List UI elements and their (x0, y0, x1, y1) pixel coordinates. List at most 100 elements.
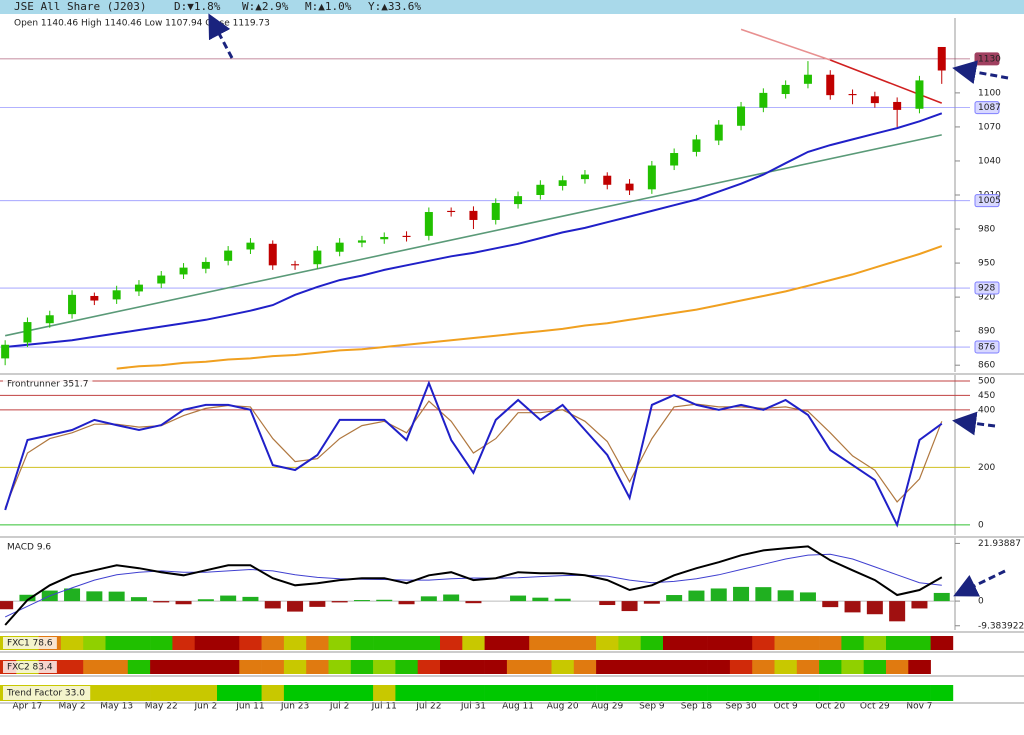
heat-cell (150, 685, 173, 701)
heat-cell (150, 660, 173, 674)
candle-body (157, 275, 166, 284)
histogram-bar (153, 601, 170, 603)
trendline (740, 28, 831, 61)
heat-cell (863, 685, 887, 701)
level-badge (974, 101, 1000, 115)
histogram-bar (866, 601, 883, 615)
heat-cell (908, 636, 931, 650)
heat-cell (596, 660, 619, 674)
histogram-bar (688, 590, 705, 602)
x-tick-label: Jun 23 (280, 702, 309, 712)
indicator-line (4, 380, 943, 528)
heat-cell (373, 685, 396, 701)
y-tick-label: 0 (978, 597, 984, 607)
candle-body (603, 175, 612, 185)
candle-body (23, 322, 32, 343)
y-tick-label: 920 (978, 293, 995, 303)
heat-cell (529, 636, 552, 650)
heat-cell (239, 636, 262, 650)
candle-body (134, 284, 143, 292)
heat-cell (930, 636, 954, 650)
heat-cell (172, 636, 195, 650)
histogram-bar (465, 601, 482, 604)
heat-cell (60, 636, 84, 650)
heat-cell (886, 685, 909, 701)
heat-cell (506, 660, 530, 674)
heat-cell (685, 636, 708, 650)
level-label: 1130 (978, 54, 1001, 64)
candle-body (291, 264, 300, 266)
histogram-bar (443, 594, 460, 602)
histogram-bar (242, 596, 259, 602)
heat-cell (886, 636, 909, 650)
candle-body (179, 267, 188, 275)
histogram-bar (309, 601, 326, 607)
strip-label: FXC2 83.4 (7, 663, 53, 673)
level-label: 1087 (978, 103, 1001, 113)
heat-cell (350, 636, 374, 650)
histogram-bar (130, 597, 147, 602)
heat-cell (551, 685, 575, 701)
heat-cell (127, 636, 151, 650)
heat-cell (774, 685, 798, 701)
heat-cell (618, 685, 641, 701)
candle-body (803, 74, 812, 84)
heat-cell (796, 660, 820, 674)
heat-cell (306, 636, 329, 650)
level-label: 1005 (978, 196, 1001, 206)
x-tick-label: May 13 (100, 702, 133, 712)
heat-cell (551, 636, 575, 650)
histogram-bar (554, 598, 571, 602)
heat-cell (841, 660, 864, 674)
histogram-bar (86, 591, 103, 602)
histogram-bar (911, 601, 928, 609)
candle-body (447, 210, 456, 213)
heat-cell (551, 660, 575, 674)
x-tick-label: May 22 (145, 702, 178, 712)
heat-cell (752, 636, 775, 650)
heat-cell (729, 636, 753, 650)
x-tick-label: Oct 29 (860, 702, 890, 712)
heat-cell (373, 660, 396, 674)
heat-cell (685, 660, 708, 674)
heat-cell (908, 685, 931, 701)
candle-body (893, 101, 902, 110)
heat-cell (350, 660, 374, 674)
heat-cell (83, 660, 106, 674)
heat-cell (819, 636, 842, 650)
heat-cell (283, 636, 307, 650)
header-stat: D:▼1.8% (174, 0, 221, 13)
heat-cell (796, 636, 820, 650)
heat-cell (350, 685, 374, 701)
candle-body (848, 94, 857, 96)
heat-cell (774, 660, 798, 674)
heat-cell (573, 636, 597, 650)
y-tick-label: 860 (978, 361, 995, 371)
heat-cell (573, 660, 597, 674)
x-tick-label: Oct 9 (774, 702, 798, 712)
histogram-bar (420, 596, 437, 602)
heat-cell (841, 685, 864, 701)
candle-body (380, 236, 389, 240)
histogram-bar (666, 595, 683, 602)
heat-cell (261, 685, 285, 701)
panel-title: Frontrunner 351.7 (7, 380, 88, 390)
title-bg (3, 377, 93, 391)
heat-cell (283, 660, 307, 674)
heat-cell (440, 636, 463, 650)
heat-cell (150, 636, 173, 650)
candle-body (714, 124, 723, 141)
histogram-bar (755, 587, 772, 602)
histogram-bar (64, 588, 81, 602)
moving-average (5, 112, 943, 348)
y-tick-label: 500 (978, 377, 995, 387)
heat-cell (283, 685, 307, 701)
histogram-bar (799, 592, 816, 602)
x-tick-label: Jul 22 (415, 702, 441, 712)
candle-body (424, 212, 433, 236)
heat-cell (395, 685, 418, 701)
heat-cell (596, 685, 619, 701)
heat-cell (908, 660, 931, 674)
heat-cell (217, 685, 240, 701)
